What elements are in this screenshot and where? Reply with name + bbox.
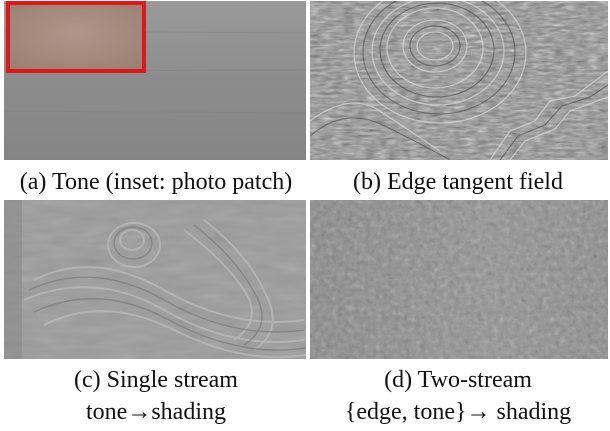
caption-d-line2: {edge, tone}→ shading bbox=[344, 399, 572, 425]
edge-tangent-field-image bbox=[310, 1, 608, 160]
caption-b: (b) Edge tangent field bbox=[353, 169, 563, 195]
photo-inset bbox=[6, 1, 146, 73]
caption-c-line2: tone→shading bbox=[86, 399, 226, 425]
caption-c-line1: (c) Single stream bbox=[74, 367, 238, 393]
single-stream-shading-image bbox=[4, 200, 306, 359]
caption-d-line1: (d) Two-stream bbox=[384, 367, 532, 393]
two-stream-shading-image bbox=[310, 200, 608, 359]
caption-a: (a) Tone (inset: photo patch) bbox=[19, 169, 293, 195]
tone-image bbox=[4, 1, 306, 160]
